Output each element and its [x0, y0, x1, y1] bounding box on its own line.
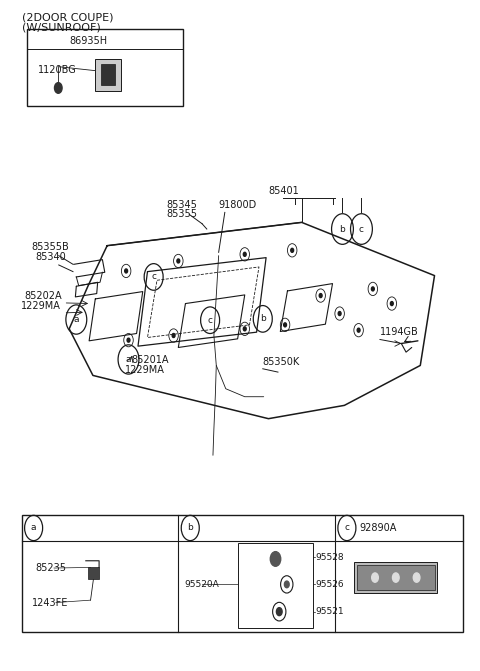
Text: b: b [187, 523, 193, 533]
Circle shape [413, 573, 420, 582]
Circle shape [243, 327, 246, 331]
Text: 1229MA: 1229MA [125, 365, 165, 375]
Text: 85202A: 85202A [24, 291, 62, 301]
Text: 85401: 85401 [268, 186, 299, 196]
Circle shape [319, 294, 322, 297]
Text: 85201A: 85201A [131, 355, 168, 365]
Circle shape [243, 252, 246, 256]
Text: 95520A: 95520A [184, 580, 219, 589]
Text: 86935H: 86935H [69, 36, 108, 46]
Text: a: a [31, 523, 36, 533]
Text: (2DOOR COUPE): (2DOOR COUPE) [22, 13, 113, 23]
Text: b: b [340, 225, 345, 234]
Circle shape [291, 248, 294, 252]
Circle shape [285, 581, 289, 588]
Bar [354, 562, 437, 593]
Text: 92890A: 92890A [360, 523, 397, 533]
Circle shape [372, 287, 374, 291]
Text: 85345: 85345 [167, 201, 197, 211]
Text: 1229MA: 1229MA [21, 301, 60, 311]
Text: a: a [126, 355, 131, 364]
Text: c: c [359, 225, 364, 234]
Text: 1194GB: 1194GB [380, 327, 419, 338]
Bar [96, 58, 121, 91]
Text: 1120BG: 1120BG [38, 64, 77, 74]
Circle shape [270, 552, 281, 566]
Text: c: c [344, 523, 349, 533]
Circle shape [393, 573, 399, 582]
Bar [238, 544, 313, 627]
Text: 85355: 85355 [167, 209, 197, 219]
Circle shape [284, 323, 287, 327]
Bar [26, 30, 183, 106]
Text: 85350K: 85350K [263, 357, 300, 367]
Circle shape [55, 83, 62, 93]
Circle shape [127, 338, 130, 342]
Text: 95526: 95526 [315, 580, 344, 589]
Text: 85340: 85340 [35, 252, 66, 262]
Circle shape [357, 328, 360, 332]
Text: c: c [151, 272, 156, 281]
Circle shape [390, 301, 393, 305]
Circle shape [172, 333, 175, 338]
Text: 91800D: 91800D [219, 201, 257, 211]
Text: c: c [208, 315, 213, 325]
Circle shape [338, 311, 341, 315]
Text: 85355B: 85355B [31, 242, 69, 252]
Text: 1243FE: 1243FE [32, 598, 69, 607]
Bar [88, 568, 98, 579]
Circle shape [125, 269, 128, 273]
Bar [357, 565, 435, 590]
Text: 95528: 95528 [315, 553, 344, 562]
Text: 95521: 95521 [315, 607, 344, 616]
Circle shape [177, 259, 180, 263]
Text: a: a [73, 315, 79, 324]
Bar [22, 515, 463, 631]
Text: 85235: 85235 [35, 563, 66, 573]
Bar [101, 64, 115, 85]
Text: b: b [260, 315, 265, 323]
Text: (W/SUNROOF): (W/SUNROOF) [22, 23, 100, 33]
Circle shape [372, 573, 378, 582]
Circle shape [276, 608, 282, 615]
Circle shape [89, 603, 92, 607]
